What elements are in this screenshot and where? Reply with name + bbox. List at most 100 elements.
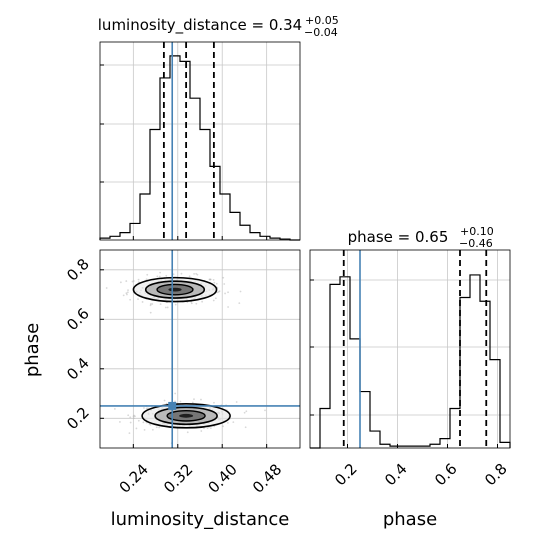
sample-point <box>125 280 128 282</box>
sample-point <box>128 432 131 435</box>
xlabel-phase: phase <box>383 509 437 530</box>
sample-point <box>180 272 183 275</box>
tick-label-ld: 0.48 <box>249 460 285 496</box>
sample-point <box>129 298 132 301</box>
sample-point <box>149 311 152 314</box>
sample-point <box>137 298 139 301</box>
sample-point <box>239 290 242 293</box>
sample-point <box>214 297 217 300</box>
sample-point <box>227 306 229 308</box>
sample-point <box>174 303 177 306</box>
panel-phase-hist <box>309 249 511 449</box>
sample-point <box>245 410 248 413</box>
sample-point <box>129 421 132 424</box>
sample-point <box>222 276 225 279</box>
tick-label-phase-x: 0.4 <box>381 460 411 490</box>
sample-point <box>212 278 215 281</box>
sample-point <box>146 273 149 276</box>
sample-point <box>126 293 128 296</box>
sample-point <box>164 306 167 309</box>
contour-upper-3 <box>168 287 182 292</box>
sample-point <box>193 272 195 275</box>
sample-point <box>235 401 238 403</box>
sample-point <box>172 273 175 276</box>
sample-point <box>119 281 122 284</box>
sample-point <box>119 421 121 423</box>
sample-point <box>145 278 148 281</box>
sample-point <box>195 302 198 305</box>
sample-point <box>151 428 154 431</box>
tick-label-phase-x: 0.6 <box>431 460 461 490</box>
sample-point <box>132 280 135 282</box>
sample-point <box>213 281 216 284</box>
sample-point <box>201 300 204 303</box>
sample-point <box>200 398 202 401</box>
sample-point <box>122 294 125 297</box>
sample-point <box>191 401 194 404</box>
sample-point <box>208 278 211 281</box>
sample-point <box>127 289 129 292</box>
sample-point <box>215 282 218 285</box>
title-phase-minus: −0.46 <box>459 237 493 250</box>
sample-point <box>193 398 195 401</box>
sample-point <box>149 423 152 426</box>
xlabel-luminosity-distance: luminosity_distance <box>111 509 290 530</box>
sample-point <box>232 421 235 423</box>
title-phase: phase = 0.65 <box>348 228 449 246</box>
sample-point <box>149 304 152 307</box>
panel-luminosity-distance-hist <box>99 41 301 241</box>
sample-point <box>174 392 177 395</box>
sample-point <box>227 291 229 294</box>
frame-right <box>309 249 511 449</box>
sample-point <box>224 292 226 295</box>
histogram-phase <box>310 274 511 449</box>
truth-marker <box>168 401 177 410</box>
sample-point <box>151 303 154 305</box>
sample-point <box>129 416 132 419</box>
sample-point <box>155 426 158 429</box>
title-ld-plus: +0.05 <box>305 14 339 27</box>
sample-point <box>159 271 161 274</box>
frame-2d <box>99 249 301 449</box>
sample-point <box>222 425 224 428</box>
sample-point <box>137 419 140 422</box>
sample-point <box>190 302 193 305</box>
tick-labels: 0.24 0.32 0.40 0.48 0.2 0.4 0.6 0.8 0.2 0.4 0.6 0.8 <box>63 255 511 497</box>
sample-point <box>143 429 146 431</box>
tick-label-phase-y: 0.2 <box>63 404 93 434</box>
sample-point <box>209 427 212 430</box>
sample-point <box>133 414 135 417</box>
sample-point <box>223 283 226 285</box>
sample-point <box>196 273 199 276</box>
sample-point <box>213 401 215 404</box>
sample-point <box>127 414 130 417</box>
tick-label-phase-y: 0.8 <box>63 255 93 285</box>
sample-point <box>217 290 220 293</box>
sample-point <box>200 430 203 432</box>
tick-label-phase-x: 0.8 <box>481 460 511 490</box>
sample-point <box>195 272 198 275</box>
tick-label-ld: 0.40 <box>205 460 241 496</box>
sample-point <box>142 421 145 424</box>
sample-point <box>105 287 108 289</box>
title-phase-plus: +0.10 <box>460 225 494 238</box>
sample-point <box>158 275 161 278</box>
tick-label-phase-x: 0.2 <box>331 460 361 490</box>
sample-point <box>163 399 166 402</box>
sample-point <box>264 409 266 412</box>
title-ld-minus: −0.04 <box>304 26 338 39</box>
frame-top <box>99 41 301 241</box>
title-luminosity-distance: luminosity_distance = 0.34 <box>98 16 302 35</box>
sample-point <box>174 400 176 403</box>
sample-point <box>156 275 159 278</box>
sample-point <box>159 303 162 306</box>
sample-point <box>132 417 135 420</box>
sample-point <box>158 426 161 429</box>
sample-point <box>203 427 205 430</box>
sample-point <box>186 431 189 434</box>
ylabel-phase: phase <box>22 323 43 377</box>
sample-point <box>206 427 209 430</box>
sample-point <box>135 427 138 430</box>
sample-point <box>145 407 148 410</box>
tick-label-phase-y: 0.6 <box>63 305 93 335</box>
